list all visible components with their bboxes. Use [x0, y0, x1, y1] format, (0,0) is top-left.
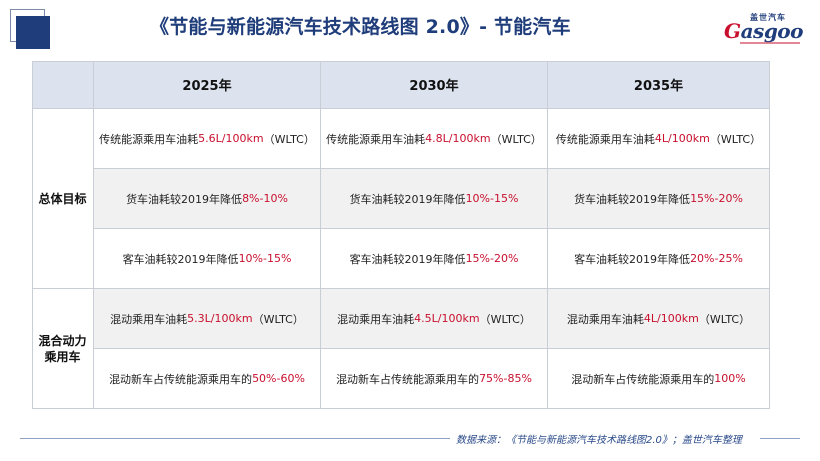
table-cell: 货车油耗较2019年降低 15%-20% — [548, 169, 770, 229]
footer-line-left — [20, 438, 450, 439]
cell-text: 客车油耗较2019年降低 — [349, 252, 466, 266]
cell-highlight-value: 50%-60% — [252, 372, 305, 385]
logo-underline — [740, 42, 800, 44]
logo-english-text: Gasgoo — [724, 19, 803, 43]
table-cell: 客车油耗较2019年降低 10%-15% — [94, 229, 321, 289]
cell-suffix: （WLTC） — [490, 132, 542, 146]
table-cell: 传统能源乘用车油耗 5.6L/100km （WLTC） — [94, 109, 321, 169]
cell-highlight-value: 4L/100km — [654, 132, 710, 145]
table-cell: 混动新车占传统能源乘用车的 50%-60% — [94, 349, 321, 409]
table-cell: 混动乘用车油耗 5.3L/100km （WLTC） — [94, 289, 321, 349]
cell-text: 混动乘用车油耗 — [337, 312, 415, 326]
table-header-2030: 2030年 — [321, 61, 548, 109]
cell-text: 混动乘用车油耗 — [110, 312, 188, 326]
table-header-2025: 2025年 — [94, 61, 321, 109]
cell-highlight-value: 4.5L/100km — [414, 312, 480, 325]
cell-highlight-value: 75%-85% — [479, 372, 532, 385]
cell-text: 客车油耗较2019年降低 — [122, 252, 239, 266]
cell-suffix: （WLTC） — [479, 312, 531, 326]
cell-suffix: （WLTC） — [709, 132, 762, 146]
table-cell: 混动新车占传统能源乘用车的 75%-85% — [321, 349, 548, 409]
table-cell: 客车油耗较2019年降低 20%-25% — [548, 229, 770, 289]
row-group-label-hybrid: 混合动力乘用车 — [32, 289, 94, 409]
cell-text: 货车油耗较2019年降低 — [349, 192, 466, 206]
page-title: 《节能与新能源汽车技术路线图 2.0》- 节能汽车 — [150, 16, 571, 38]
cell-text: 传统能源乘用车油耗 — [555, 132, 655, 146]
cell-text: 混动新车占传统能源乘用车的 — [336, 372, 480, 386]
cell-highlight-value: 5.3L/100km — [187, 312, 253, 325]
logo-chinese-text: 盖世汽车 — [750, 13, 786, 22]
cell-highlight-value: 15%-20% — [465, 252, 519, 265]
cell-highlight-value: 4L/100km — [643, 312, 699, 325]
cell-text: 混动乘用车油耗 — [566, 312, 644, 326]
cell-highlight-value: 4.8L/100km — [425, 132, 491, 145]
table-cell: 传统能源乘用车油耗 4L/100km （WLTC） — [548, 109, 770, 169]
cell-text: 传统能源乘用车油耗 — [99, 132, 199, 146]
cell-text: 传统能源乘用车油耗 — [326, 132, 426, 146]
table-cell: 传统能源乘用车油耗 4.8L/100km （WLTC） — [321, 109, 548, 169]
cell-highlight-value: 15%-20% — [690, 192, 743, 205]
table-header-corner — [32, 61, 94, 109]
table-cell: 混动乘用车油耗 4.5L/100km （WLTC） — [321, 289, 548, 349]
cell-highlight-value: 20%-25% — [690, 252, 743, 265]
row-group-label-overall: 总体目标 — [32, 109, 94, 289]
table-cell: 客车油耗较2019年降低 15%-20% — [321, 229, 548, 289]
source-note: 数据来源：《节能与新能源汽车技术路线图2.0》；盖世汽车整理 — [456, 435, 742, 446]
cell-text: 货车油耗较2019年降低 — [574, 192, 691, 206]
cell-text: 货车油耗较2019年降低 — [126, 192, 243, 206]
table-cell: 混动乘用车油耗 4L/100km （WLTC） — [548, 289, 770, 349]
table-header-2035: 2035年 — [548, 61, 770, 109]
table-cell: 混动新车占传统能源乘用车的 100% — [548, 349, 770, 409]
cell-text: 混动新车占传统能源乘用车的 — [571, 372, 715, 386]
cell-suffix: （WLTC） — [263, 132, 315, 146]
cell-text: 客车油耗较2019年降低 — [574, 252, 691, 266]
cell-highlight-value: 5.6L/100km — [198, 132, 264, 145]
cell-highlight-value: 8%-10% — [242, 192, 288, 205]
cell-suffix: （WLTC） — [698, 312, 751, 326]
cell-highlight-value: 10%-15% — [465, 192, 519, 205]
cell-highlight-value: 10%-15% — [238, 252, 292, 265]
cell-suffix: （WLTC） — [252, 312, 304, 326]
gasgoo-logo: 盖世汽车 Gasgoo — [724, 12, 806, 48]
table-cell: 货车油耗较2019年降低 10%-15% — [321, 169, 548, 229]
footer-line-right — [760, 438, 800, 439]
cell-text: 混动新车占传统能源乘用车的 — [109, 372, 253, 386]
decor-square-fill — [16, 16, 50, 49]
table-cell: 货车油耗较2019年降低 8%-10% — [94, 169, 321, 229]
cell-highlight-value: 100% — [714, 372, 746, 385]
